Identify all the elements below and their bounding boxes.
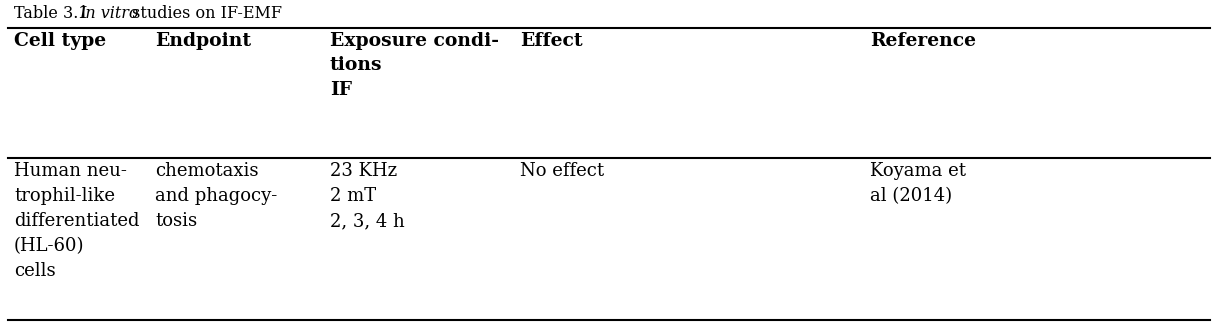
Text: 23 KHz
2 mT
2, 3, 4 h: 23 KHz 2 mT 2, 3, 4 h: [330, 162, 404, 230]
Text: Reference: Reference: [870, 32, 976, 50]
Text: Effect: Effect: [520, 32, 582, 50]
Text: studies on IF-EMF: studies on IF-EMF: [127, 5, 283, 22]
Text: In vitro: In vitro: [79, 5, 139, 22]
Text: Human neu-
trophil-like
differentiated
(HL-60)
cells: Human neu- trophil-like differentiated (…: [13, 162, 140, 280]
Text: Table 3.1: Table 3.1: [13, 5, 94, 22]
Text: No effect: No effect: [520, 162, 604, 180]
Text: Endpoint: Endpoint: [155, 32, 251, 50]
Text: chemotaxis
and phagocy-
tosis: chemotaxis and phagocy- tosis: [155, 162, 278, 230]
Text: Cell type: Cell type: [13, 32, 106, 50]
Text: Exposure condi-
tions
IF: Exposure condi- tions IF: [330, 32, 499, 99]
Text: Koyama et
al (2014): Koyama et al (2014): [870, 162, 966, 205]
